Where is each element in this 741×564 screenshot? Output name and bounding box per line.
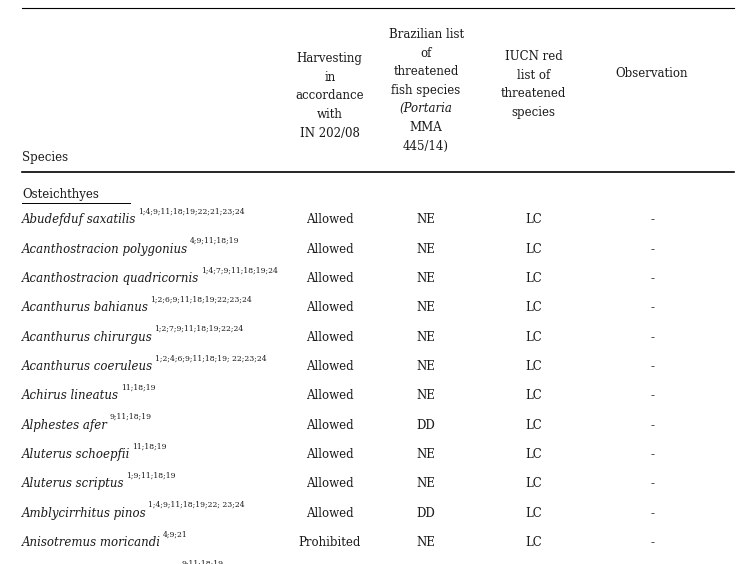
- Text: 11;18;19: 11;18;19: [121, 384, 155, 392]
- Text: LC: LC: [525, 213, 542, 227]
- Text: -: -: [650, 536, 654, 549]
- Text: NE: NE: [416, 536, 436, 549]
- Text: NE: NE: [416, 213, 436, 227]
- Text: Acanthostracion polygonius: Acanthostracion polygonius: [22, 243, 188, 256]
- Text: Acanthurus chirurgus: Acanthurus chirurgus: [22, 331, 153, 344]
- Text: 9;11;18;19: 9;11;18;19: [110, 413, 152, 421]
- Text: 1;2;4;6;9;11;18;19; 22;23;24: 1;2;4;6;9;11;18;19; 22;23;24: [155, 354, 267, 363]
- Text: Allowed: Allowed: [306, 389, 353, 403]
- Text: 1;9;11;18;19: 1;9;11;18;19: [126, 472, 176, 480]
- Text: fish species: fish species: [391, 83, 461, 97]
- Text: 9;11;18;19: 9;11;18;19: [182, 559, 224, 564]
- Text: Allowed: Allowed: [306, 301, 353, 315]
- Text: 4;9;21: 4;9;21: [163, 530, 187, 539]
- Text: LC: LC: [525, 389, 542, 403]
- Text: 445/14): 445/14): [403, 139, 449, 153]
- Text: 1;4;9;11;18;19;22;21;23;24: 1;4;9;11;18;19;22;21;23;24: [138, 208, 245, 216]
- Text: Allowed: Allowed: [306, 213, 353, 227]
- Text: Harvesting: Harvesting: [297, 52, 362, 65]
- Text: LC: LC: [525, 506, 542, 520]
- Text: LC: LC: [525, 331, 542, 344]
- Text: -: -: [650, 213, 654, 227]
- Text: -: -: [650, 418, 654, 432]
- Text: species: species: [511, 106, 556, 119]
- Text: -: -: [650, 448, 654, 461]
- Text: Allowed: Allowed: [306, 272, 353, 285]
- Text: Observation: Observation: [616, 67, 688, 80]
- Text: Amblycirrhitus pinos: Amblycirrhitus pinos: [22, 506, 147, 520]
- Text: DD: DD: [416, 506, 436, 520]
- Text: NE: NE: [416, 360, 436, 373]
- Text: Aluterus scriptus: Aluterus scriptus: [22, 477, 124, 491]
- Text: IN 202/08: IN 202/08: [300, 126, 359, 140]
- Text: 1;2;7;9;11;18;19;22;24: 1;2;7;9;11;18;19;22;24: [154, 325, 244, 333]
- Text: LC: LC: [525, 536, 542, 549]
- Text: Acanthurus coeruleus: Acanthurus coeruleus: [22, 360, 153, 373]
- Text: LC: LC: [525, 360, 542, 373]
- Text: MMA: MMA: [410, 121, 442, 134]
- Text: with: with: [317, 108, 342, 121]
- Text: LC: LC: [525, 418, 542, 432]
- Text: NE: NE: [416, 243, 436, 256]
- Text: Acanthostracion quadricornis: Acanthostracion quadricornis: [22, 272, 199, 285]
- Text: Allowed: Allowed: [306, 360, 353, 373]
- Text: -: -: [650, 477, 654, 491]
- Text: threatened: threatened: [393, 65, 459, 78]
- Text: Abudefduf saxatilis: Abudefduf saxatilis: [22, 213, 136, 227]
- Text: LC: LC: [525, 477, 542, 491]
- Text: Acanthurus bahianus: Acanthurus bahianus: [22, 301, 149, 315]
- Text: NE: NE: [416, 389, 436, 403]
- Text: DD: DD: [416, 418, 436, 432]
- Text: Allowed: Allowed: [306, 506, 353, 520]
- Text: 1;4;7;9;11;18;19;24: 1;4;7;9;11;18;19;24: [201, 266, 278, 275]
- Text: Anisotremus moricandi: Anisotremus moricandi: [22, 536, 162, 549]
- Text: -: -: [650, 506, 654, 520]
- Text: NE: NE: [416, 448, 436, 461]
- Text: accordance: accordance: [296, 89, 364, 103]
- Text: NE: NE: [416, 301, 436, 315]
- Text: (Portaria: (Portaria: [399, 102, 453, 116]
- Text: Prohibited: Prohibited: [299, 536, 361, 549]
- Text: LC: LC: [525, 272, 542, 285]
- Text: -: -: [650, 272, 654, 285]
- Text: Allowed: Allowed: [306, 448, 353, 461]
- Text: IUCN red: IUCN red: [505, 50, 562, 63]
- Text: Aluterus schoepfii: Aluterus schoepfii: [22, 448, 130, 461]
- Text: -: -: [650, 360, 654, 373]
- Text: 1;4;9;11;18;19;22; 23;24: 1;4;9;11;18;19;22; 23;24: [148, 501, 245, 509]
- Text: NE: NE: [416, 477, 436, 491]
- Text: LC: LC: [525, 448, 542, 461]
- Text: 1;2;6;9;11;18;19;22;23;24: 1;2;6;9;11;18;19;22;23;24: [150, 296, 253, 304]
- Text: LC: LC: [525, 301, 542, 315]
- Text: of: of: [420, 46, 432, 60]
- Text: Allowed: Allowed: [306, 418, 353, 432]
- Text: Allowed: Allowed: [306, 243, 353, 256]
- Text: Achirus lineatus: Achirus lineatus: [22, 389, 119, 403]
- Text: threatened: threatened: [501, 87, 566, 100]
- Text: list of: list of: [517, 69, 550, 82]
- Text: 11;18;19: 11;18;19: [132, 442, 167, 451]
- Text: -: -: [650, 389, 654, 403]
- Text: Alphestes afer: Alphestes afer: [22, 418, 108, 432]
- Text: Osteichthyes: Osteichthyes: [22, 188, 99, 201]
- Text: -: -: [650, 331, 654, 344]
- Text: -: -: [650, 301, 654, 315]
- Text: NE: NE: [416, 331, 436, 344]
- Text: LC: LC: [525, 243, 542, 256]
- Text: Allowed: Allowed: [306, 477, 353, 491]
- Text: NE: NE: [416, 272, 436, 285]
- Text: Brazilian list: Brazilian list: [388, 28, 464, 41]
- Text: Species: Species: [22, 151, 68, 165]
- Text: in: in: [324, 70, 336, 84]
- Text: 4;9;11;18;19: 4;9;11;18;19: [190, 237, 239, 245]
- Text: Allowed: Allowed: [306, 331, 353, 344]
- Text: -: -: [650, 243, 654, 256]
